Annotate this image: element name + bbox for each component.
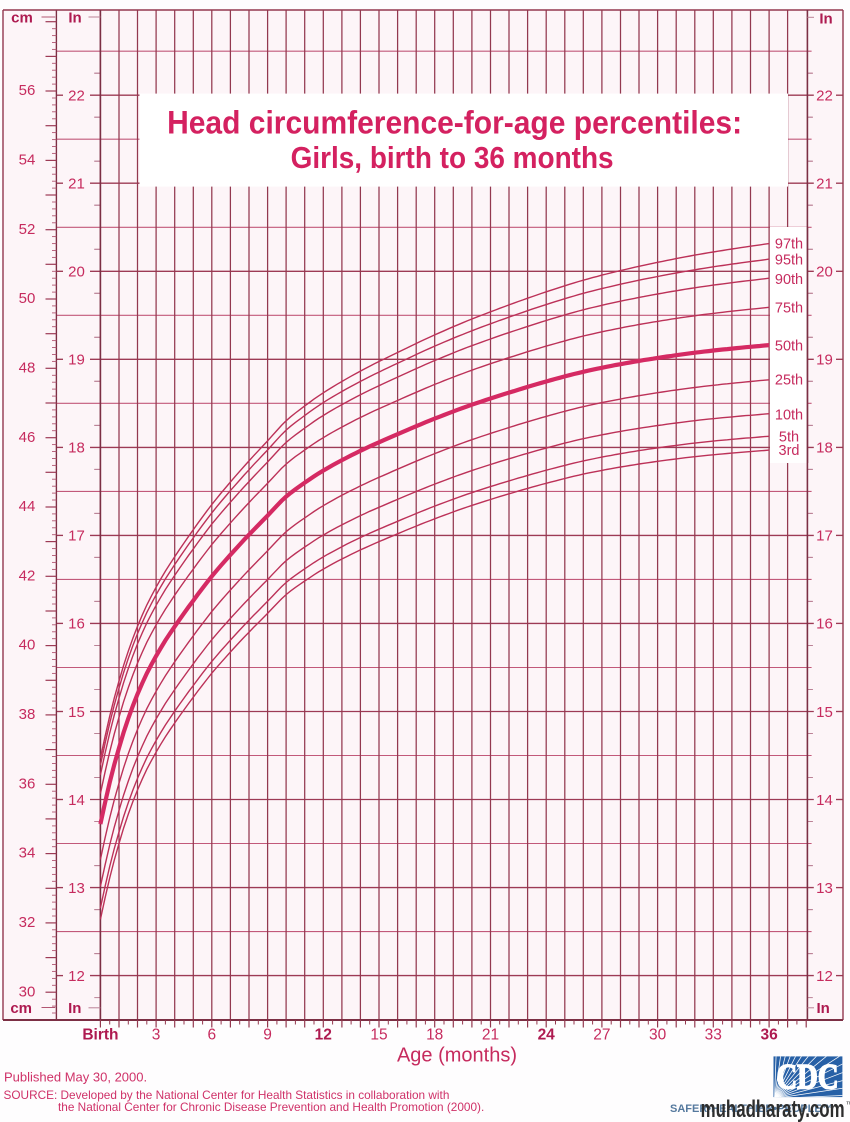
svg-text:25th: 25th — [775, 373, 803, 389]
svg-text:18: 18 — [426, 1027, 443, 1044]
svg-text:33: 33 — [705, 1027, 722, 1044]
svg-text:52: 52 — [19, 221, 36, 238]
svg-text:19: 19 — [68, 352, 85, 369]
svg-text:CDC: CDC — [777, 1057, 839, 1097]
svg-text:Birth: Birth — [82, 1027, 118, 1044]
svg-text:38: 38 — [19, 706, 36, 723]
svg-text:In: In — [819, 10, 832, 27]
svg-text:19: 19 — [816, 352, 833, 369]
svg-text:21: 21 — [482, 1027, 499, 1044]
svg-text:Published May 30, 2000.: Published May 30, 2000. — [4, 1069, 147, 1084]
svg-text:34: 34 — [19, 845, 36, 862]
svg-text:32: 32 — [19, 914, 36, 931]
svg-text:20: 20 — [68, 264, 85, 281]
svg-text:SOURCE: Developed by the Natio: SOURCE: Developed by the National Center… — [4, 1088, 450, 1102]
svg-text:30: 30 — [19, 983, 36, 1000]
svg-text:18: 18 — [68, 440, 85, 457]
svg-text:12: 12 — [315, 1027, 332, 1044]
svg-text:cm: cm — [11, 9, 33, 26]
svg-text:16: 16 — [68, 616, 85, 633]
svg-text:17: 17 — [816, 528, 833, 545]
svg-text:15: 15 — [816, 704, 833, 721]
svg-text:17: 17 — [68, 528, 85, 545]
svg-text:27: 27 — [593, 1027, 610, 1044]
svg-text:48: 48 — [19, 359, 36, 376]
svg-text:15: 15 — [370, 1027, 387, 1044]
svg-text:the National Center for Chroni: the National Center for Chronic Disease … — [58, 1100, 484, 1114]
svg-text:5th: 5th — [779, 430, 799, 446]
svg-text:50: 50 — [19, 290, 36, 307]
svg-text:18: 18 — [816, 440, 833, 457]
svg-text:21: 21 — [816, 176, 833, 193]
svg-text:54: 54 — [19, 152, 36, 169]
svg-text:SAFER•HEALTHIER•PEOPLE™: SAFER•HEALTHIER•PEOPLE™ — [670, 1103, 833, 1115]
svg-text:50th: 50th — [775, 338, 803, 354]
svg-text:3rd: 3rd — [779, 443, 800, 459]
svg-text:cm: cm — [10, 1000, 32, 1017]
svg-text:75th: 75th — [775, 301, 803, 317]
svg-text:36: 36 — [760, 1027, 778, 1044]
svg-text:Head circumference-for-age per: Head circumference-for-age percentiles: — [167, 105, 742, 141]
svg-text:20: 20 — [816, 264, 833, 281]
svg-text:Girls, birth to 36 months: Girls, birth to 36 months — [291, 140, 614, 175]
svg-text:22: 22 — [68, 88, 85, 105]
svg-text:6: 6 — [207, 1027, 216, 1044]
svg-text:97th: 97th — [775, 237, 803, 253]
svg-text:14: 14 — [816, 792, 833, 809]
svg-text:10th: 10th — [775, 407, 803, 423]
svg-text:42: 42 — [19, 567, 36, 584]
svg-text:Age (months): Age (months) — [397, 1045, 517, 1067]
svg-text:30: 30 — [649, 1027, 667, 1044]
svg-text:In: In — [68, 1000, 81, 1017]
svg-text:95th: 95th — [775, 253, 803, 269]
svg-text:In: In — [817, 1000, 830, 1017]
svg-text:™: ™ — [846, 1100, 850, 1109]
svg-text:In: In — [68, 9, 81, 26]
svg-text:3: 3 — [152, 1027, 161, 1044]
svg-text:44: 44 — [19, 498, 36, 515]
svg-text:13: 13 — [68, 880, 85, 897]
svg-text:12: 12 — [816, 968, 833, 985]
svg-text:13: 13 — [816, 880, 833, 897]
svg-text:40: 40 — [19, 637, 36, 654]
svg-text:14: 14 — [68, 792, 85, 809]
svg-text:36: 36 — [19, 775, 36, 792]
svg-text:56: 56 — [19, 82, 36, 99]
svg-text:90th: 90th — [775, 272, 803, 288]
svg-text:46: 46 — [19, 429, 36, 446]
svg-text:12: 12 — [68, 968, 85, 985]
svg-text:muhadharaty.com: muhadharaty.com — [701, 1096, 845, 1122]
svg-text:15: 15 — [68, 704, 85, 721]
svg-text:22: 22 — [816, 88, 833, 105]
svg-text:21: 21 — [68, 176, 85, 193]
svg-text:9: 9 — [263, 1027, 272, 1044]
svg-text:16: 16 — [816, 616, 833, 633]
svg-text:24: 24 — [538, 1027, 556, 1044]
